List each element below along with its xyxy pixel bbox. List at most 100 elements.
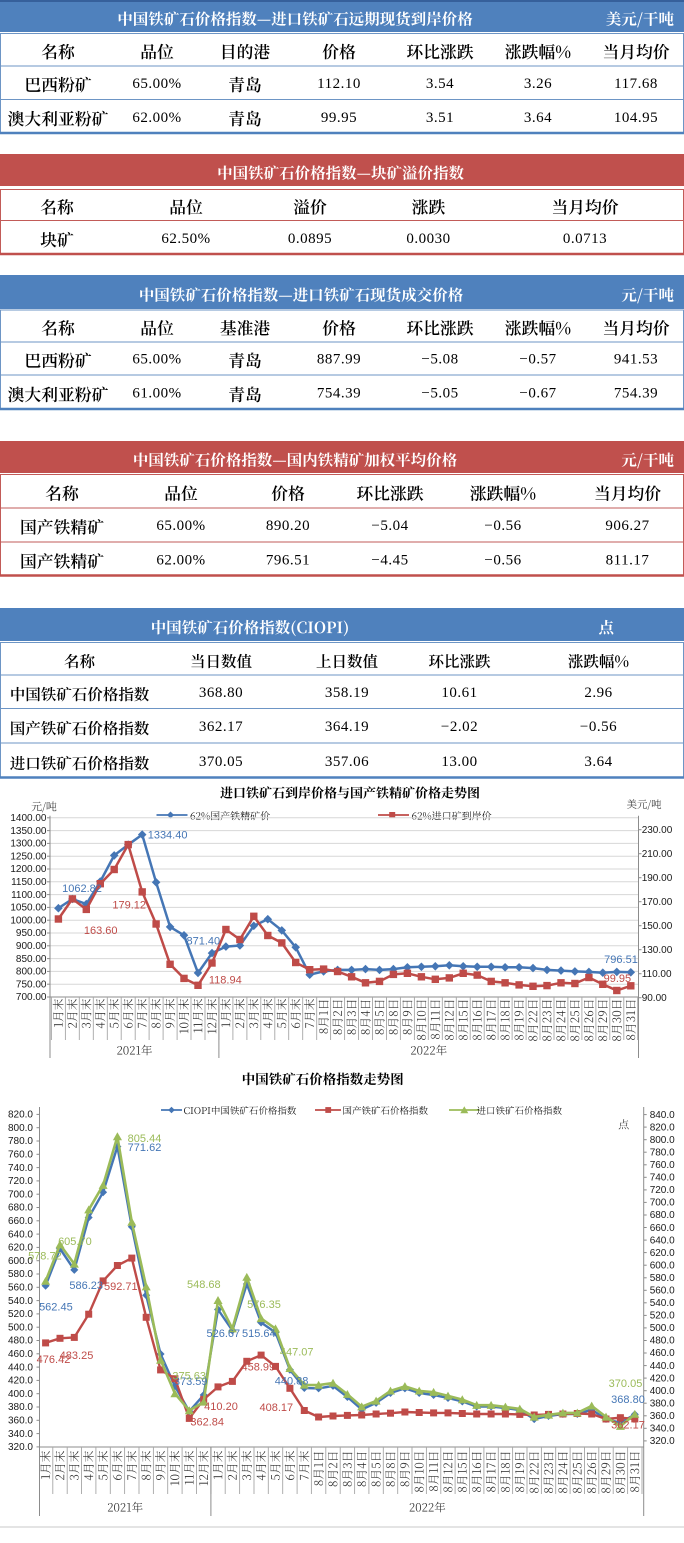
svg-text:890.20: 890.20 — [266, 518, 310, 534]
svg-text:364.19: 364.19 — [325, 719, 369, 735]
svg-text:887.99: 887.99 — [317, 352, 361, 368]
svg-text:340.0: 340.0 — [650, 1424, 675, 1435]
svg-text:370.05: 370.05 — [199, 754, 243, 770]
svg-text:−5.08: −5.08 — [421, 352, 458, 368]
svg-text:480.0: 480.0 — [650, 1336, 675, 1347]
svg-text:906.27: 906.27 — [605, 518, 649, 534]
svg-text:620.0: 620.0 — [8, 1243, 33, 1254]
svg-text:112.10: 112.10 — [317, 76, 361, 92]
svg-text:526.67: 526.67 — [206, 1328, 240, 1340]
svg-text:3.26: 3.26 — [524, 76, 552, 92]
svg-text:−0.56: −0.56 — [580, 719, 617, 735]
svg-text:480.0: 480.0 — [8, 1336, 33, 1347]
svg-text:440.0: 440.0 — [8, 1362, 33, 1373]
svg-text:440.88: 440.88 — [275, 1375, 309, 1387]
svg-text:358.19: 358.19 — [325, 685, 369, 701]
svg-text:375.63: 375.63 — [172, 1370, 206, 1382]
svg-text:0.0713: 0.0713 — [563, 231, 607, 247]
svg-text:900.00: 900.00 — [16, 941, 47, 952]
svg-text:600.0: 600.0 — [8, 1256, 33, 1267]
svg-text:61.00%: 61.00% — [132, 386, 181, 402]
svg-text:1350.00: 1350.00 — [10, 826, 47, 837]
svg-text:580.0: 580.0 — [8, 1269, 33, 1280]
svg-text:796.51: 796.51 — [604, 954, 638, 966]
svg-text:400.0: 400.0 — [650, 1386, 675, 1397]
svg-text:357.06: 357.06 — [325, 754, 369, 770]
svg-text:62.50%: 62.50% — [161, 231, 210, 247]
svg-text:2.96: 2.96 — [584, 685, 612, 701]
svg-text:620.0: 620.0 — [650, 1248, 675, 1259]
svg-text:−2.02: −2.02 — [441, 719, 478, 735]
svg-text:520.0: 520.0 — [8, 1309, 33, 1320]
svg-text:90.00: 90.00 — [642, 993, 667, 1004]
svg-text:−0.57: −0.57 — [519, 352, 556, 368]
svg-text:130.00: 130.00 — [642, 945, 673, 956]
svg-text:540.0: 540.0 — [650, 1298, 675, 1309]
svg-text:−5.05: −5.05 — [421, 386, 458, 402]
svg-text:−0.67: −0.67 — [519, 386, 556, 402]
svg-text:950.00: 950.00 — [16, 928, 47, 939]
svg-text:320.0: 320.0 — [650, 1436, 675, 1447]
svg-text:340.0: 340.0 — [8, 1429, 33, 1440]
svg-text:520.0: 520.0 — [650, 1311, 675, 1322]
svg-text:740.0: 740.0 — [650, 1173, 675, 1184]
svg-text:410.20: 410.20 — [204, 1401, 238, 1413]
svg-text:163.60: 163.60 — [84, 925, 118, 937]
svg-text:65.00%: 65.00% — [132, 352, 181, 368]
svg-text:360.0: 360.0 — [8, 1416, 33, 1427]
svg-text:170.00: 170.00 — [642, 897, 673, 908]
svg-text:605.70: 605.70 — [58, 1236, 92, 1248]
svg-text:700.0: 700.0 — [8, 1189, 33, 1200]
svg-text:10.61: 10.61 — [441, 685, 477, 701]
svg-text:420.0: 420.0 — [650, 1373, 675, 1384]
svg-text:362.17: 362.17 — [611, 1420, 645, 1432]
svg-text:780.0: 780.0 — [650, 1148, 675, 1159]
svg-text:660.0: 660.0 — [8, 1216, 33, 1227]
svg-text:0.0895: 0.0895 — [288, 231, 332, 247]
svg-text:540.0: 540.0 — [8, 1296, 33, 1307]
svg-text:150.00: 150.00 — [642, 921, 673, 932]
svg-text:850.00: 850.00 — [16, 954, 47, 965]
svg-text:500.0: 500.0 — [650, 1323, 675, 1334]
svg-text:380.0: 380.0 — [8, 1402, 33, 1413]
svg-text:370.05: 370.05 — [609, 1378, 643, 1390]
svg-text:320.0: 320.0 — [8, 1442, 33, 1453]
svg-text:118.94: 118.94 — [209, 975, 242, 987]
svg-text:65.00%: 65.00% — [156, 518, 205, 534]
svg-text:3.51: 3.51 — [426, 110, 454, 126]
svg-text:62.00%: 62.00% — [156, 553, 205, 569]
svg-text:380.0: 380.0 — [650, 1399, 675, 1410]
svg-text:576.35: 576.35 — [247, 1299, 281, 1311]
svg-text:840.0: 840.0 — [650, 1110, 675, 1121]
svg-text:760.0: 760.0 — [8, 1150, 33, 1161]
svg-text:700.0: 700.0 — [650, 1198, 675, 1209]
svg-text:3.54: 3.54 — [426, 76, 454, 92]
svg-text:483.25: 483.25 — [60, 1350, 94, 1362]
svg-text:3.64: 3.64 — [524, 110, 552, 126]
svg-text:578.72: 578.72 — [28, 1251, 62, 1263]
svg-text:99.95: 99.95 — [604, 973, 632, 985]
svg-text:230.00: 230.00 — [642, 825, 673, 836]
svg-text:179.12: 179.12 — [112, 900, 146, 912]
svg-text:65.00%: 65.00% — [132, 76, 181, 92]
svg-text:1062.82: 1062.82 — [62, 883, 102, 895]
svg-text:440.0: 440.0 — [650, 1361, 675, 1372]
svg-text:680.0: 680.0 — [8, 1203, 33, 1214]
svg-text:820.0: 820.0 — [8, 1110, 33, 1121]
svg-text:592.71: 592.71 — [104, 1281, 138, 1293]
svg-text:3.64: 3.64 — [584, 754, 612, 770]
svg-text:754.39: 754.39 — [317, 386, 361, 402]
svg-text:1150.00: 1150.00 — [11, 877, 47, 888]
svg-text:368.80: 368.80 — [199, 685, 243, 701]
svg-text:373.59: 373.59 — [174, 1376, 208, 1388]
svg-text:1000.00: 1000.00 — [10, 915, 47, 926]
svg-text:0.0030: 0.0030 — [406, 231, 450, 247]
svg-text:800.0: 800.0 — [8, 1123, 33, 1134]
svg-text:458.99: 458.99 — [241, 1362, 275, 1374]
svg-text:720.0: 720.0 — [650, 1185, 675, 1196]
svg-text:941.53: 941.53 — [614, 352, 658, 368]
svg-text:62.00%: 62.00% — [132, 110, 181, 126]
svg-text:368.80: 368.80 — [611, 1394, 645, 1406]
svg-text:460.0: 460.0 — [8, 1349, 33, 1360]
svg-text:871.40: 871.40 — [186, 936, 220, 948]
